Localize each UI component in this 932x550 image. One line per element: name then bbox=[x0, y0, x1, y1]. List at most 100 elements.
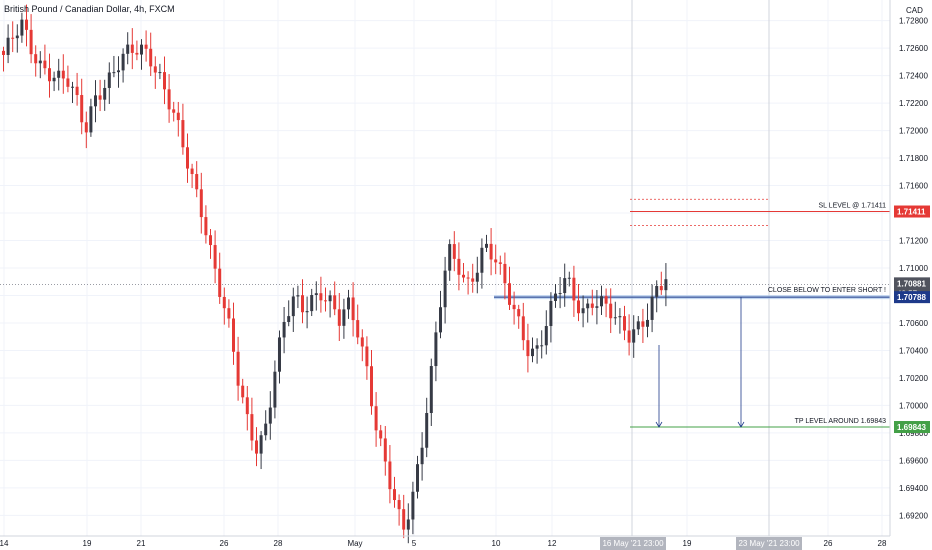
candle-body bbox=[98, 95, 102, 100]
candle-body bbox=[342, 309, 346, 326]
time-tick-label: 12 bbox=[548, 539, 557, 548]
candles bbox=[2, 4, 668, 544]
candle-body bbox=[632, 329, 636, 343]
sl-price-tag: 1.71411 bbox=[897, 208, 926, 217]
candle-body bbox=[429, 366, 433, 414]
time-tick-label: 28 bbox=[274, 539, 283, 548]
target-arrow-head bbox=[655, 421, 663, 428]
price-tick-label: 1.69600 bbox=[899, 456, 928, 465]
candle-body bbox=[512, 304, 516, 310]
candle-body bbox=[319, 293, 323, 301]
price-tick-label: 1.69800 bbox=[899, 429, 928, 438]
candle-body bbox=[397, 500, 401, 510]
price-tick-label: 1.70400 bbox=[899, 346, 928, 355]
candle-body bbox=[34, 54, 38, 64]
candle-body bbox=[558, 293, 562, 295]
candle-body bbox=[43, 60, 47, 69]
sl-label: SL LEVEL @ 1.71411 bbox=[818, 203, 886, 210]
candle-body bbox=[213, 245, 217, 269]
candle-body bbox=[135, 52, 139, 55]
candle-body bbox=[347, 297, 350, 310]
candle-body bbox=[434, 332, 438, 367]
candle-body bbox=[609, 303, 613, 319]
price-tick-label: 1.70200 bbox=[899, 374, 928, 383]
candle-body bbox=[595, 306, 599, 308]
tp-price-tag-bg bbox=[894, 421, 930, 434]
candle-body bbox=[498, 262, 502, 264]
candle-body bbox=[356, 320, 360, 338]
candle-body bbox=[411, 491, 415, 520]
candle-body bbox=[89, 106, 93, 133]
candle-body bbox=[176, 112, 180, 121]
price-tick-label: 1.71600 bbox=[899, 182, 928, 191]
candle-body bbox=[107, 72, 111, 88]
price-tick-label: 1.71000 bbox=[899, 264, 928, 273]
price-tick-label: 1.72200 bbox=[899, 99, 928, 108]
current-price-tag: 1.70881 bbox=[897, 279, 926, 288]
candle-body bbox=[218, 268, 222, 297]
candle-body bbox=[494, 259, 498, 263]
candle-body bbox=[236, 351, 240, 386]
candle-body bbox=[2, 50, 5, 55]
candle-body bbox=[71, 86, 74, 88]
date-tag: 23 May '21 23:00 bbox=[738, 539, 800, 548]
candle-body bbox=[655, 286, 659, 297]
candle-body bbox=[406, 519, 410, 530]
price-tick-label: 1.72400 bbox=[899, 72, 928, 81]
candle-body bbox=[301, 295, 304, 313]
candle-body bbox=[586, 303, 590, 309]
candle-body bbox=[351, 297, 355, 321]
candle-body bbox=[153, 66, 157, 73]
price-axis[interactable]: CAD 1.72800 1.72600 1.72400 1.72200 1.72000 1.… bbox=[889, 0, 928, 536]
time-axis[interactable]: 14 19 21 26 28 May 5 10 12 19 26 28 bbox=[0, 535, 890, 548]
candle-body bbox=[268, 407, 272, 424]
price-tick-label: 1.69200 bbox=[899, 511, 928, 520]
candle-body bbox=[232, 318, 235, 352]
candle-body bbox=[20, 19, 24, 36]
candle-body bbox=[186, 147, 189, 169]
candle-body bbox=[278, 337, 281, 372]
candle-body bbox=[121, 53, 125, 71]
price-tick-label: 1.71800 bbox=[899, 154, 928, 163]
candle-body bbox=[126, 44, 130, 54]
candle-body bbox=[333, 295, 337, 310]
candle-body bbox=[521, 316, 525, 341]
candle-body bbox=[572, 277, 576, 301]
price-tick-label: 1.72600 bbox=[899, 44, 928, 53]
candle-body bbox=[57, 70, 61, 78]
candle-body bbox=[439, 307, 442, 333]
entry-label: CLOSE BELOW TO ENTER SHORT ! bbox=[768, 287, 886, 294]
candle-body bbox=[402, 509, 406, 530]
candle-body bbox=[172, 109, 176, 113]
candle-body bbox=[517, 309, 521, 317]
candle-body bbox=[163, 72, 166, 90]
candle-body bbox=[623, 316, 626, 331]
target-arrow-head bbox=[737, 421, 745, 428]
time-tick-label: 26 bbox=[220, 539, 229, 548]
candle-body bbox=[416, 464, 419, 492]
candle-body bbox=[287, 316, 291, 322]
chart-title: British Pound / Canadian Dollar, 4h, FXC… bbox=[4, 4, 175, 14]
candle-body bbox=[485, 243, 488, 248]
candle-body bbox=[540, 345, 544, 347]
candle-body bbox=[48, 68, 51, 82]
candle-body bbox=[365, 346, 369, 367]
candle-body bbox=[75, 86, 79, 96]
candle-body bbox=[296, 295, 300, 297]
candle-body bbox=[103, 87, 107, 100]
candle-body bbox=[209, 235, 212, 246]
time-tick-label: 10 bbox=[492, 539, 501, 548]
candle-body bbox=[370, 366, 373, 407]
candle-body bbox=[590, 303, 594, 308]
candle-body bbox=[664, 279, 668, 291]
candle-body bbox=[604, 296, 608, 304]
candle-body bbox=[466, 277, 470, 279]
candle-body bbox=[245, 397, 249, 415]
price-tick-label: 1.70600 bbox=[899, 319, 928, 328]
candle-body bbox=[577, 300, 580, 314]
candle-body bbox=[328, 295, 332, 302]
candle-body bbox=[282, 321, 286, 338]
time-tick-label: 21 bbox=[137, 539, 146, 548]
candle-body bbox=[94, 95, 97, 107]
